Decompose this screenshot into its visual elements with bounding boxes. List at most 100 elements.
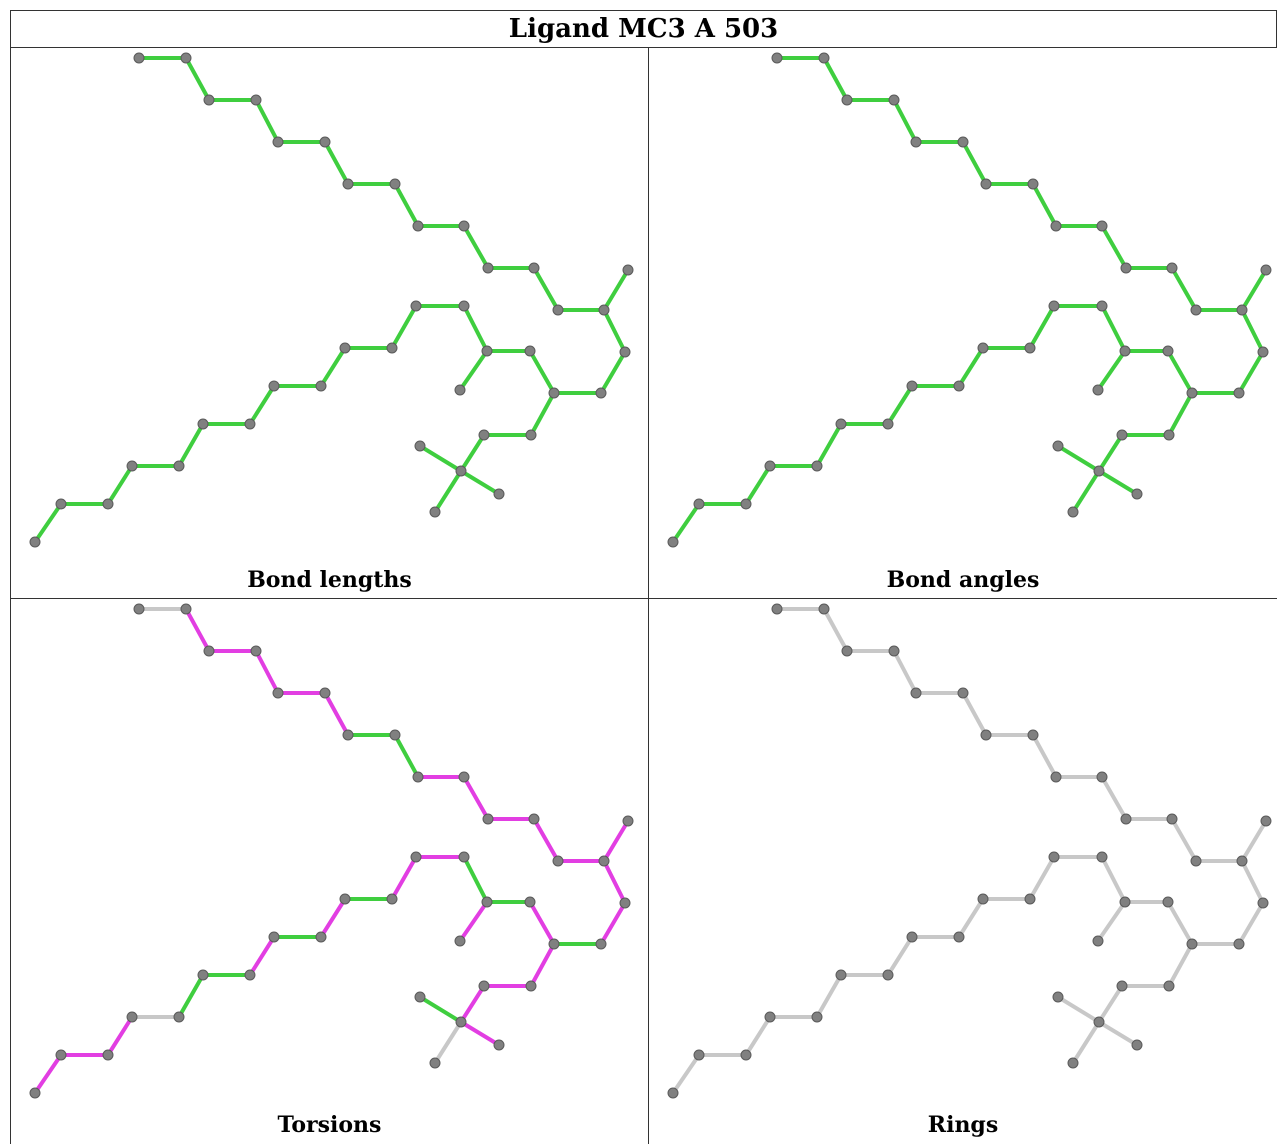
atom-39 — [29, 536, 41, 548]
atom-35 — [811, 1011, 823, 1023]
atom-21 — [414, 991, 426, 1003]
bond-15 — [1237, 901, 1265, 946]
atom-5 — [319, 136, 331, 148]
molecule-torsions — [29, 603, 634, 1099]
bond-28 — [1028, 855, 1056, 901]
bond-30 — [957, 897, 985, 939]
bond-23 — [528, 900, 556, 946]
bond-9 — [1100, 224, 1128, 270]
bond-1 — [822, 56, 849, 102]
atom-37 — [740, 498, 752, 510]
atom-1 — [818, 52, 830, 64]
bond-20 — [418, 995, 463, 1024]
bond-14 — [1240, 859, 1265, 905]
atom-32 — [906, 380, 918, 392]
atom-37 — [740, 1049, 752, 1061]
atom-35 — [811, 460, 823, 472]
atom-32 — [268, 931, 280, 943]
atom-22 — [493, 1039, 505, 1051]
atom-2 — [203, 645, 215, 657]
bond-25 — [1096, 349, 1127, 392]
atom-22 — [493, 488, 505, 500]
atom-24 — [1162, 896, 1174, 908]
molecule-bond-lengths — [29, 52, 634, 548]
bond-36 — [744, 1015, 772, 1057]
atom-0 — [771, 52, 783, 64]
atom-19 — [478, 429, 490, 441]
bond-13 — [1240, 819, 1268, 863]
atom-34 — [197, 969, 209, 981]
bond-21 — [459, 469, 501, 496]
atom-26 — [454, 384, 466, 396]
bond-32 — [248, 384, 276, 426]
bond-22 — [1071, 1020, 1101, 1065]
bond-28 — [390, 304, 418, 350]
bond-13 — [1240, 268, 1268, 312]
atom-3 — [888, 94, 900, 106]
bond-25 — [458, 349, 489, 392]
atom-11 — [1166, 813, 1178, 825]
atom-19 — [1116, 980, 1128, 992]
atom-27 — [1096, 851, 1108, 863]
atom-15 — [1257, 346, 1269, 358]
atom-1 — [818, 603, 830, 615]
atom-0 — [771, 603, 783, 615]
atom-33 — [244, 969, 256, 981]
bond-28 — [390, 855, 418, 901]
atom-20 — [455, 465, 467, 477]
atom-4 — [910, 136, 922, 148]
atom-30 — [339, 893, 351, 905]
atom-1 — [180, 52, 192, 64]
atom-9 — [458, 771, 470, 783]
atom-20 — [1093, 465, 1105, 477]
atom-39 — [29, 1087, 41, 1099]
atom-10 — [482, 262, 494, 274]
atom-7 — [389, 178, 401, 190]
atom-14 — [1260, 815, 1272, 827]
atom-38 — [55, 498, 67, 510]
bond-19 — [1097, 984, 1124, 1024]
atom-22 — [1131, 488, 1143, 500]
molecule-bond-angles — [667, 52, 1272, 548]
bond-36 — [106, 464, 134, 506]
bond-11 — [1170, 266, 1198, 312]
atom-7 — [1027, 729, 1039, 741]
atom-15 — [1257, 897, 1269, 909]
bond-30 — [319, 897, 347, 939]
atom-2 — [841, 94, 853, 106]
atom-12 — [552, 855, 564, 867]
bond-3 — [254, 649, 280, 695]
bond-34 — [815, 422, 843, 468]
atom-0 — [133, 603, 145, 615]
atom-29 — [386, 893, 398, 905]
atom-9 — [1096, 220, 1108, 232]
bond-3 — [892, 649, 918, 695]
atom-6 — [342, 729, 354, 741]
bond-34 — [177, 422, 205, 468]
bond-7 — [1031, 733, 1058, 779]
atom-12 — [552, 304, 564, 316]
atom-30 — [977, 893, 989, 905]
panel-rings: Rings — [648, 598, 1277, 1144]
bond-23 — [528, 349, 556, 395]
panel-torsions: Torsions — [10, 598, 648, 1144]
atom-6 — [342, 178, 354, 190]
bond-21 — [459, 1020, 501, 1047]
bond-25 — [1096, 900, 1127, 943]
atom-33 — [882, 969, 894, 981]
bond-5 — [961, 691, 988, 737]
atom-8 — [412, 771, 424, 783]
atom-6 — [980, 729, 992, 741]
bond-7 — [393, 733, 420, 779]
atom-1 — [180, 603, 192, 615]
atom-24 — [524, 345, 536, 357]
bond-36 — [744, 464, 772, 506]
atom-38 — [693, 498, 705, 510]
atom-25 — [481, 345, 493, 357]
bond-9 — [462, 224, 490, 270]
bond-1 — [822, 607, 849, 653]
atom-21 — [1052, 991, 1064, 1003]
atom-25 — [1119, 345, 1131, 357]
atom-29 — [1024, 342, 1036, 354]
atom-23 — [429, 1057, 441, 1069]
